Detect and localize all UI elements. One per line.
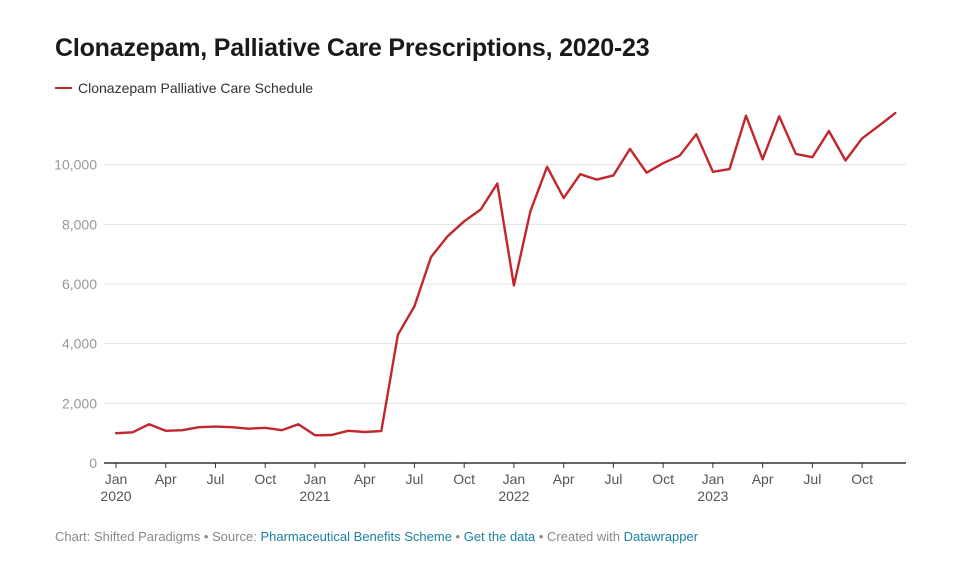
x-tick-label-month: Apr [553, 471, 575, 487]
x-tick-label-month: Oct [851, 471, 873, 487]
x-tick-label-month: Jul [803, 471, 821, 487]
y-tick-label: 2,000 [62, 395, 97, 411]
x-tick-label-month: Jan [702, 471, 725, 487]
footer-separator: • [451, 529, 464, 544]
x-tick-label-month: Oct [254, 471, 276, 487]
series-line [114, 111, 897, 437]
y-tick-label: 10,000 [54, 157, 97, 173]
x-tick-label-year: 2022 [498, 488, 529, 504]
x-tick-label-month: Oct [652, 471, 674, 487]
y-tick-label: 8,000 [62, 216, 97, 232]
gridlines [104, 164, 906, 464]
get-data-link[interactable]: Get the data [463, 529, 536, 544]
footer-credit: Chart: Shifted Paradigms • Source: [55, 529, 261, 544]
x-tick-label-month: Jan [503, 471, 526, 487]
x-tick-label-year: 2023 [697, 488, 728, 504]
legend: Clonazepam Palliative Care Schedule [55, 80, 313, 96]
source-link[interactable]: Pharmaceutical Benefits Scheme [260, 529, 452, 544]
x-tick-label-month: Jul [207, 471, 225, 487]
series-group [114, 111, 897, 437]
legend-swatch [55, 87, 72, 89]
x-tick-label-month: Apr [752, 471, 774, 487]
chart-title: Clonazepam, Palliative Care Prescription… [55, 34, 650, 62]
y-tick-label: 6,000 [62, 276, 97, 292]
x-tick-label-month: Jan [105, 471, 128, 487]
x-tick-label-month: Jul [405, 471, 423, 487]
y-tick-labels: 0 2,000 4,000 6,000 8,000 10,000 [54, 157, 97, 471]
x-tick-label-year: 2020 [100, 488, 131, 504]
x-tick-label-month: Oct [453, 471, 475, 487]
datawrapper-link[interactable]: Datawrapper [623, 529, 699, 544]
legend-label: Clonazepam Palliative Care Schedule [78, 80, 314, 96]
y-tick-label: 0 [89, 455, 97, 471]
x-tick-label-month: Apr [354, 471, 376, 487]
x-tick-label-month: Apr [155, 471, 177, 487]
y-tick-label: 4,000 [62, 336, 97, 352]
footer-created-with: • Created with [535, 529, 624, 544]
x-tick-label-year: 2021 [299, 488, 330, 504]
x-tick-label-month: Jan [304, 471, 327, 487]
chart-footer: Chart: Shifted Paradigms • Source: Pharm… [55, 529, 698, 544]
x-tick-label-month: Jul [604, 471, 622, 487]
